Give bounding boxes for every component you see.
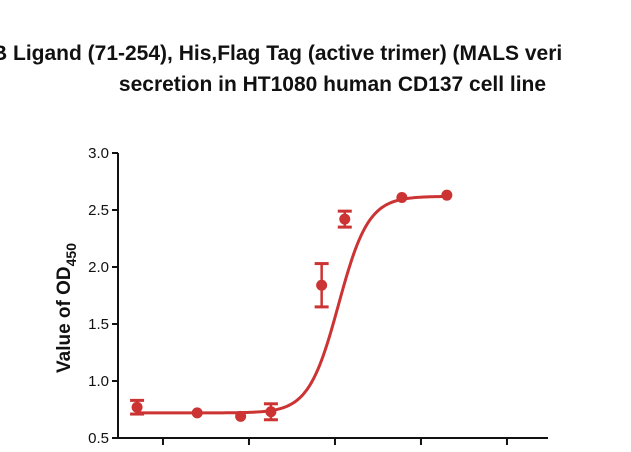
y-axis-ticks: 0.5 1.0 1.5 2.0 2.5 3.0 xyxy=(88,145,118,447)
chart-title-line-2: secretion in HT1080 human CD137 cell lin… xyxy=(118,73,547,96)
data-points xyxy=(130,189,453,422)
y-tick-label: 0.5 xyxy=(88,430,109,447)
point-marker xyxy=(235,410,247,422)
y-axis-label: Value of OD450 xyxy=(54,243,79,373)
chart-title-line-1: B Ligand (71-254), His,Flag Tag (active … xyxy=(0,42,563,65)
data-point xyxy=(235,410,247,422)
data-point xyxy=(441,189,453,201)
y-tick-label: 1.0 xyxy=(88,373,109,390)
y-tick-label: 1.5 xyxy=(88,316,109,333)
point-marker xyxy=(265,406,277,418)
point-marker xyxy=(316,279,328,291)
chart-axes xyxy=(117,153,548,439)
data-point xyxy=(396,191,408,203)
point-marker xyxy=(441,189,453,201)
data-point xyxy=(263,402,278,422)
data-point xyxy=(191,407,203,419)
data-point xyxy=(314,262,329,309)
data-point xyxy=(337,209,352,229)
x-axis-ticks xyxy=(161,438,508,445)
point-marker xyxy=(339,213,351,225)
y-axis-label-subscript: 450 xyxy=(63,243,79,267)
point-marker xyxy=(131,401,143,413)
point-marker xyxy=(191,407,203,419)
y-tick-label: 3.0 xyxy=(88,145,109,162)
y-axis-label-main: Value of OD xyxy=(54,266,75,373)
fit-curve xyxy=(137,194,447,415)
point-marker xyxy=(396,191,408,203)
y-tick-label: 2.0 xyxy=(88,259,109,276)
data-point xyxy=(130,398,145,416)
y-tick-label: 2.5 xyxy=(88,202,109,219)
